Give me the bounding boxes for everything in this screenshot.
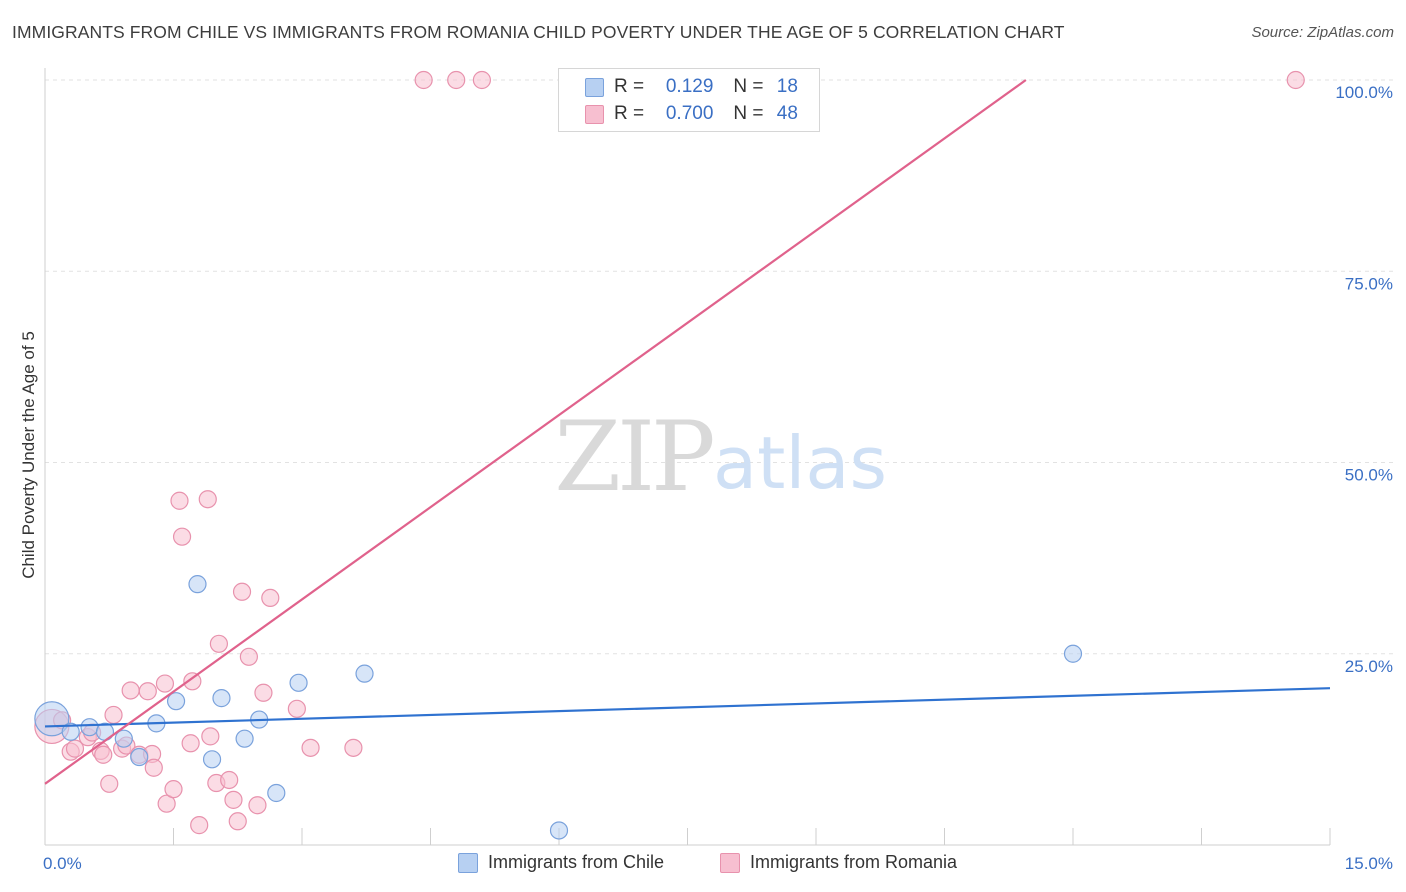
romania-point-42	[472, 70, 491, 90]
romania-point-37	[287, 699, 306, 718]
romania-point-36	[261, 588, 280, 608]
romania-point-21	[172, 527, 192, 546]
y-tick-label-25: 25.0%	[1345, 657, 1393, 676]
r-label-chile: R =	[614, 76, 645, 97]
romania-point-20	[170, 491, 189, 510]
chile-point-15	[355, 664, 374, 683]
correlation-legend: R = 0.129 N = 18 R = 0.700 N = 48	[558, 68, 820, 132]
romania-point-18	[157, 794, 176, 813]
n-value-romania: 48	[776, 103, 798, 124]
chile-point-17	[1063, 644, 1083, 663]
chart-title: IMMIGRANTS FROM CHILE VS IMMIGRANTS FROM…	[12, 22, 1065, 42]
y-tick-label-100: 100.0%	[1335, 83, 1393, 102]
watermark: ZIP atlas	[554, 401, 887, 513]
x-axis-ticks	[173, 828, 1331, 845]
legend-item-chile: Immigrants from Chile	[458, 852, 664, 873]
chile-point-4	[114, 729, 133, 748]
x-tick-label-start: 0.0%	[43, 854, 82, 873]
legend-item-romania: Immigrants from Romania	[720, 852, 957, 873]
chile-points	[34, 575, 1083, 840]
romania-point-14	[138, 682, 157, 701]
trend-lines	[44, 79, 1331, 785]
romania-point-7	[94, 745, 113, 764]
romania-point-26	[201, 727, 220, 746]
romania-point-29	[220, 770, 239, 790]
legend-romania-label: Immigrants from Romania	[750, 852, 958, 872]
romania-point-3	[65, 739, 85, 758]
r-value-chile: 0.129	[665, 76, 714, 97]
romania-point-32	[232, 582, 252, 601]
chile-point-2	[80, 718, 99, 737]
romania-point-25	[198, 490, 217, 509]
r-value-romania: 0.700	[665, 103, 714, 124]
romania-trend-line	[44, 79, 1027, 785]
r-label-romania: R =	[614, 103, 645, 124]
chile-point-1	[61, 722, 80, 741]
y-axis-title: Child Poverty Under the Age of 5	[19, 331, 38, 579]
legend-chile-swatch	[458, 852, 478, 873]
romania-point-12	[121, 681, 140, 700]
romania-point-38	[301, 738, 320, 757]
series-legend: Immigrants from Chile Immigrants from Ro…	[0, 852, 1406, 876]
romania-point-24	[190, 816, 209, 835]
chile-point-5	[130, 747, 149, 767]
romania-point-30	[224, 790, 243, 809]
x-tick-labels: 0.0% 15.0%	[43, 854, 1393, 873]
romania-point-17	[155, 674, 175, 693]
romania-point-19	[164, 780, 183, 799]
legend-row-romania: R = 0.700 N = 48	[585, 102, 798, 126]
chile-point-9	[202, 750, 222, 769]
romania-point-22	[181, 734, 200, 753]
romania-point-40	[414, 70, 433, 90]
romania-point-9	[104, 705, 123, 725]
chile-point-10	[212, 689, 231, 708]
legend-romania-swatch	[720, 852, 740, 873]
chile-swatch	[585, 77, 604, 97]
chile-point-0	[34, 701, 70, 737]
grid-lines	[45, 79, 1395, 655]
legend-chile-label: Immigrants from Chile	[488, 852, 665, 872]
romania-point-16	[144, 758, 163, 777]
chile-point-14	[289, 673, 308, 692]
x-tick-label-end: 15.0%	[1345, 854, 1393, 873]
chile-trend-line	[44, 687, 1331, 728]
legend-row-chile: R = 0.129 N = 18	[585, 75, 798, 99]
chile-point-8	[188, 575, 207, 594]
y-tick-label-75: 75.0%	[1345, 274, 1393, 293]
chile-point-11	[235, 729, 254, 748]
romania-point-39	[344, 738, 363, 757]
chile-point-13	[267, 783, 286, 803]
romania-point-28	[209, 634, 229, 653]
romania-point-43	[1286, 70, 1305, 90]
n-value-chile: 18	[776, 76, 798, 97]
romania-point-33	[239, 647, 258, 666]
n-label-romania: N =	[733, 103, 764, 124]
y-tick-label-50: 50.0%	[1345, 466, 1393, 485]
chile-point-16	[549, 821, 569, 840]
romania-point-34	[248, 796, 267, 815]
romania-swatch	[585, 104, 604, 124]
n-label-chile: N =	[733, 76, 764, 97]
watermark-atlas: atlas	[713, 421, 887, 505]
romania-point-23	[183, 672, 202, 691]
watermark-zip: ZIP	[554, 401, 713, 513]
romania-point-8	[100, 774, 119, 793]
romania-point-35	[254, 683, 273, 702]
source-label: Source: ZipAtlas.com	[1251, 24, 1394, 41]
romania-point-31	[228, 812, 247, 831]
romania-point-41	[447, 70, 466, 90]
y-tick-labels: 25.0% 50.0% 75.0% 100.0%	[1335, 83, 1393, 676]
chile-point-7	[166, 692, 186, 711]
